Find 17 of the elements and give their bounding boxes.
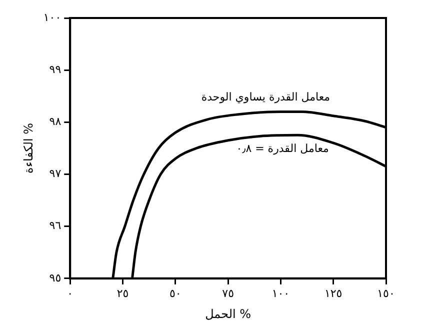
y-tick-label: ٩٧ bbox=[49, 167, 62, 180]
annotation: معامل القدرة يساوي الوحدة bbox=[201, 90, 330, 104]
y-tick-label: ١٠٠ bbox=[43, 10, 62, 24]
y-axis-title: الكفاءة % bbox=[21, 122, 36, 174]
x-tick-label: ١٥٠ bbox=[377, 286, 395, 300]
x-tick-label: ٠ bbox=[67, 286, 74, 300]
x-axis-title: الحمل % bbox=[205, 306, 252, 321]
y-tick-label: ٩٦ bbox=[49, 219, 62, 232]
x-tick-label: ١٠٠ bbox=[272, 286, 290, 300]
x-tick-label: ٥٠ bbox=[170, 286, 182, 300]
y-tick-label: ٩٥ bbox=[49, 271, 62, 284]
y-tick-label: ٩٨ bbox=[49, 115, 62, 128]
y-tick-label: ٩٩ bbox=[49, 62, 62, 76]
x-tick-label: ٢٥ bbox=[116, 286, 129, 300]
x-tick-label: ٧٥ bbox=[222, 286, 234, 300]
annotation: معامل القدرة = ٠٫٨ bbox=[236, 142, 330, 156]
x-tick-label: ١٢٥ bbox=[324, 286, 342, 300]
